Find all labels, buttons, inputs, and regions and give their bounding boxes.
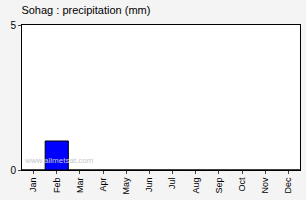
svg-text:Jun: Jun	[144, 178, 154, 193]
svg-text:Sep: Sep	[214, 178, 224, 194]
svg-text:Apr: Apr	[98, 178, 108, 192]
svg-text:www.allmetsat.com: www.allmetsat.com	[24, 156, 94, 165]
svg-text:Nov: Nov	[260, 177, 270, 194]
svg-text:Sohag : precipitation (mm): Sohag : precipitation (mm)	[21, 4, 150, 16]
svg-text:Feb: Feb	[52, 178, 62, 194]
svg-text:Mar: Mar	[75, 178, 85, 194]
svg-text:0: 0	[10, 165, 16, 176]
svg-text:Aug: Aug	[191, 178, 201, 194]
svg-text:5: 5	[10, 20, 16, 31]
svg-text:Jul: Jul	[168, 178, 178, 190]
svg-text:May: May	[121, 177, 131, 195]
svg-text:Oct: Oct	[237, 177, 247, 192]
svg-text:Dec: Dec	[283, 177, 293, 194]
svg-text:Jan: Jan	[29, 178, 39, 193]
